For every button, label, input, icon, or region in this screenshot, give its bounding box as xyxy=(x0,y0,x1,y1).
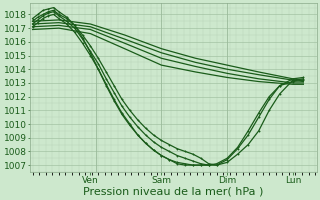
X-axis label: Pression niveau de la mer( hPa ): Pression niveau de la mer( hPa ) xyxy=(83,187,263,197)
